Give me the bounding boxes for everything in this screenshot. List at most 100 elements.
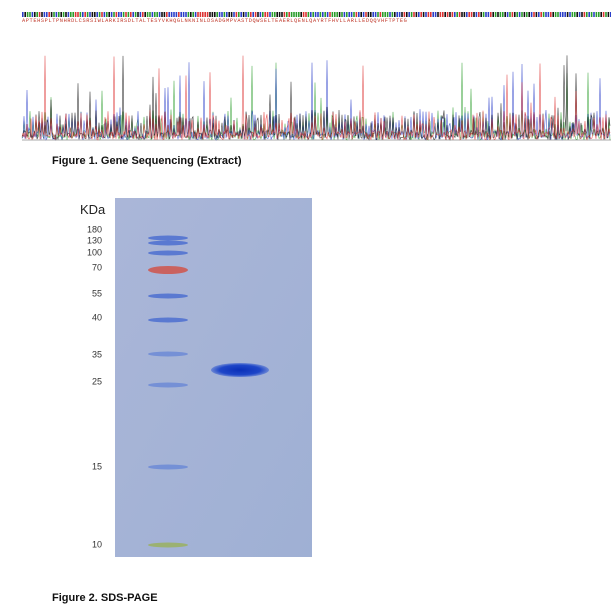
base [101, 12, 103, 17]
base [276, 12, 278, 17]
marker-band [148, 351, 188, 357]
base [338, 12, 341, 17]
base [554, 12, 557, 17]
base [492, 12, 494, 17]
base [341, 12, 343, 17]
base [132, 12, 134, 17]
base [283, 12, 286, 17]
base [158, 12, 161, 17]
base [442, 12, 444, 17]
base [559, 12, 562, 17]
base [475, 12, 478, 17]
base [302, 12, 305, 17]
base [173, 12, 175, 17]
chromatogram [21, 55, 611, 141]
base [187, 12, 190, 17]
marker-band [148, 542, 188, 548]
base [98, 12, 101, 17]
protein-sequence: APTEHSPLTPNHRDLCSRSIWLARKIRSDLTALTESYVKH… [22, 18, 407, 24]
base [425, 12, 427, 17]
base [118, 12, 120, 17]
base [190, 12, 192, 17]
base [70, 12, 72, 17]
base [122, 12, 125, 17]
base [180, 12, 182, 17]
base [523, 12, 526, 17]
base [506, 12, 509, 17]
base [451, 12, 454, 17]
base [439, 12, 442, 17]
base [50, 12, 53, 17]
base [607, 12, 610, 17]
base [557, 12, 559, 17]
base [461, 12, 463, 17]
base [319, 12, 322, 17]
base [67, 12, 70, 17]
base [226, 12, 228, 17]
marker-band [148, 235, 188, 241]
marker-label: 25 [92, 376, 102, 386]
marker-band [148, 382, 188, 388]
base [82, 12, 84, 17]
marker-band [148, 293, 188, 299]
figure-caption: Figure 1. Gene Sequencing (Extract) [52, 155, 242, 167]
base [113, 12, 115, 17]
base [86, 12, 89, 17]
base [254, 12, 257, 17]
base [60, 12, 62, 17]
base [221, 12, 223, 17]
trace-line [21, 55, 611, 141]
base [497, 12, 499, 17]
base [79, 12, 82, 17]
base [300, 12, 302, 17]
base [96, 12, 98, 17]
base [274, 12, 276, 17]
base [518, 12, 521, 17]
base [91, 12, 94, 17]
base [127, 12, 130, 17]
base [262, 12, 264, 17]
base [209, 12, 211, 17]
base [540, 12, 542, 17]
base [482, 12, 485, 17]
base [602, 12, 605, 17]
base [526, 12, 528, 17]
base [533, 12, 535, 17]
base [454, 12, 456, 17]
base [154, 12, 156, 17]
base [161, 12, 163, 17]
base [46, 12, 48, 17]
base [480, 12, 482, 17]
base [144, 12, 146, 17]
base [259, 12, 262, 17]
marker-label: 180 [87, 224, 102, 234]
base [317, 12, 319, 17]
base [576, 12, 578, 17]
base [166, 12, 168, 17]
base [386, 12, 389, 17]
base [365, 12, 367, 17]
base [398, 12, 401, 17]
base [288, 12, 290, 17]
base [410, 12, 413, 17]
base [218, 12, 221, 17]
base [204, 12, 206, 17]
base [290, 12, 293, 17]
base [595, 12, 598, 17]
base [516, 12, 518, 17]
base [521, 12, 523, 17]
base [197, 12, 199, 17]
base [156, 12, 158, 17]
base [413, 12, 415, 17]
base [538, 12, 540, 17]
gel [115, 198, 312, 557]
base [470, 12, 473, 17]
base [233, 12, 235, 17]
base [588, 12, 590, 17]
base [334, 12, 336, 17]
marker-label: 100 [87, 247, 102, 257]
base [562, 12, 564, 17]
base [72, 12, 74, 17]
marker-band [148, 240, 188, 246]
base [84, 12, 86, 17]
